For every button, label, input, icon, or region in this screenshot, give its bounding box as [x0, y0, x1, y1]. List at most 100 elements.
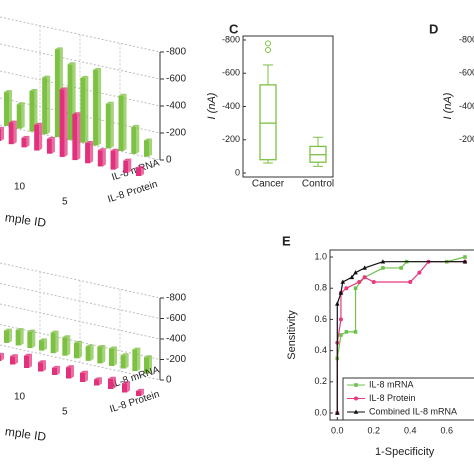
bar-group: [72, 112, 81, 161]
bar-side: [128, 158, 132, 173]
bar-side: [149, 355, 152, 374]
point: [362, 275, 367, 280]
y-tick-label: -800: [459, 34, 474, 44]
bar-top: [72, 112, 81, 115]
bar-top: [62, 335, 71, 338]
bar-side: [29, 353, 32, 368]
bar-top: [39, 338, 47, 341]
y-tick-label: 1.0: [314, 251, 327, 261]
point: [340, 279, 346, 284]
point: [463, 255, 467, 259]
bar-top: [136, 388, 144, 391]
bar-top: [136, 165, 144, 168]
y-tick-label: 0.4: [314, 345, 327, 355]
x-tick-label: 10: [14, 392, 26, 403]
legend-marker: [353, 409, 359, 414]
z-tick-label: -400: [166, 101, 186, 112]
y-tick-label: -200: [222, 134, 240, 144]
y-tick-label: -400: [459, 101, 474, 111]
bar-group: [120, 353, 129, 369]
bar: [4, 330, 9, 343]
point: [339, 333, 343, 337]
grid-line: [0, 16, 161, 53]
bar-top: [122, 381, 130, 384]
bar-group: [93, 67, 102, 146]
bar: [4, 92, 9, 126]
bar-side: [110, 101, 114, 149]
bar-side: [15, 354, 18, 365]
bar-top: [27, 329, 36, 332]
bar: [50, 332, 56, 354]
bar-top: [8, 120, 17, 123]
z-tick-label: -600: [166, 313, 186, 324]
bar: [94, 379, 99, 386]
bar-top: [109, 346, 117, 349]
bar-top: [0, 126, 4, 129]
bar: [144, 357, 149, 374]
bar-side: [79, 340, 82, 359]
bar-top: [85, 141, 94, 144]
bar: [108, 378, 113, 389]
bar-top: [131, 124, 140, 127]
bar-top: [42, 75, 51, 78]
bar: [10, 356, 15, 365]
bar: [97, 347, 103, 364]
bar-top: [24, 353, 32, 356]
z-tick-label: 0: [166, 155, 172, 166]
bar-side: [141, 165, 144, 176]
bar-group: [131, 124, 140, 154]
bar-top: [16, 102, 25, 105]
bar-group: [24, 353, 32, 368]
x-tick-label: 0.2: [368, 425, 381, 435]
legend-label: IL-8 Protein: [369, 393, 416, 403]
y-tick-label: -600: [222, 68, 240, 78]
bar-group: [21, 135, 30, 148]
point: [417, 270, 422, 275]
bar-side: [77, 112, 81, 161]
bar-top: [144, 138, 152, 141]
bar-group: [97, 148, 106, 167]
grid-line: [0, 43, 161, 80]
point: [344, 286, 349, 291]
y-axis-label: I (nA): [442, 92, 454, 119]
bar-group: [80, 370, 88, 382]
point: [353, 286, 358, 291]
bar-side: [114, 346, 117, 366]
bar: [59, 89, 65, 157]
bar-side: [43, 360, 46, 372]
point: [371, 279, 376, 284]
bar-top: [59, 87, 68, 90]
bar-top: [46, 136, 55, 139]
bar-group: [80, 75, 89, 143]
z-tick-label: 0: [166, 375, 172, 386]
bar: [136, 167, 141, 176]
bar-side: [71, 365, 74, 379]
bar: [97, 150, 103, 167]
bar-side: [32, 329, 36, 349]
bar-side: [127, 381, 130, 393]
bar-top: [108, 376, 116, 379]
bar-top: [80, 75, 89, 78]
outlier: [265, 46, 271, 53]
bar-group: [39, 338, 47, 351]
x-tick-label: 0.4: [404, 425, 417, 435]
legend-marker: [354, 396, 358, 401]
legend-label: IL-8 mRNA: [369, 379, 414, 389]
y-axis-label: I (nA): [206, 92, 218, 119]
point: [349, 274, 355, 280]
y-tick-label: 0: [235, 167, 240, 177]
bar-top: [97, 345, 106, 348]
bar-group: [27, 329, 36, 349]
bar-group: [15, 328, 24, 346]
bar-side: [55, 330, 59, 354]
point: [399, 266, 403, 270]
roc-line: [336, 261, 465, 413]
bar-side: [113, 376, 116, 389]
x-tick-label: Control: [302, 179, 334, 190]
bar: [120, 355, 126, 369]
bar-group: [62, 335, 71, 356]
bar-side: [102, 345, 106, 364]
legend-marker: [354, 383, 358, 387]
bar-group: [4, 328, 12, 343]
bar: [8, 122, 14, 145]
